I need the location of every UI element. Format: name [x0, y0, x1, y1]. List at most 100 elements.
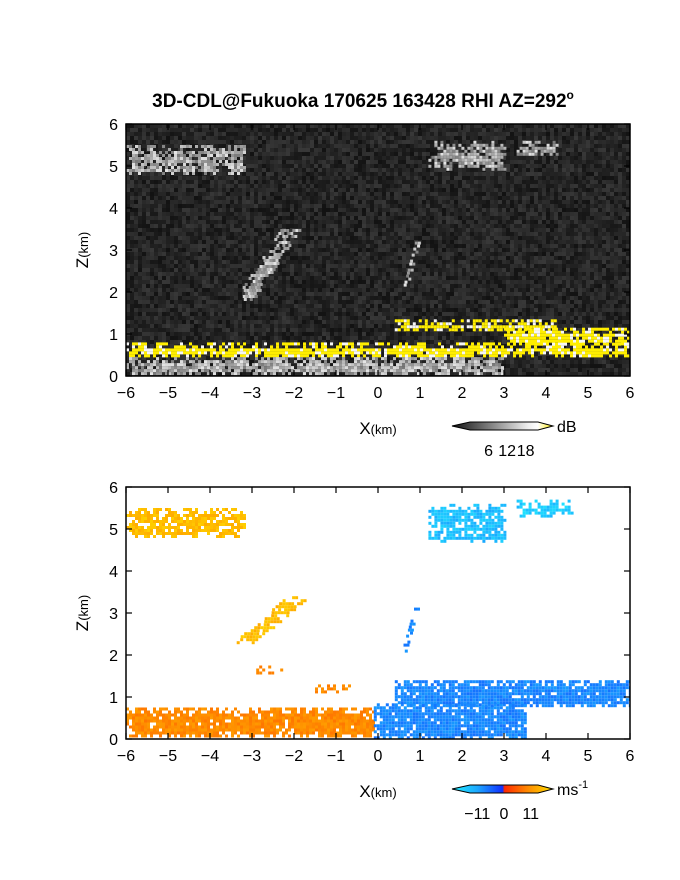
reflectivity-echoes	[126, 124, 630, 376]
noise-pixel	[306, 244, 310, 248]
noise-pixel	[446, 160, 450, 164]
noise-pixel	[462, 204, 466, 208]
noise-pixel	[470, 232, 474, 236]
noise-pixel	[214, 280, 218, 284]
noise-pixel	[422, 124, 426, 128]
noise-pixel	[378, 164, 382, 168]
noise-pixel	[598, 184, 602, 188]
noise-pixel	[282, 160, 286, 164]
noise-pixel	[502, 220, 506, 224]
noise-pixel	[410, 136, 414, 140]
noise-pixel	[258, 188, 262, 192]
noise-pixel	[614, 248, 618, 252]
noise-pixel	[426, 240, 430, 244]
noise-pixel	[338, 132, 342, 136]
noise-pixel	[618, 244, 622, 248]
noise-pixel	[186, 240, 190, 244]
noise-pixel	[450, 272, 454, 276]
noise-pixel	[342, 192, 346, 196]
noise-pixel	[578, 212, 582, 216]
noise-pixel	[198, 188, 202, 192]
noise-pixel	[546, 260, 550, 264]
noise-pixel	[446, 232, 450, 236]
noise-pixel	[386, 184, 390, 188]
noise-pixel	[538, 204, 542, 208]
noise-pixel	[162, 224, 166, 228]
noise-pixel	[486, 232, 490, 236]
noise-pixel	[354, 164, 358, 168]
noise-pixel	[622, 200, 626, 204]
noise-pixel	[494, 188, 498, 192]
noise-pixel	[398, 232, 402, 236]
noise-pixel	[570, 184, 574, 188]
noise-pixel	[594, 244, 598, 248]
noise-pixel	[466, 252, 470, 256]
noise-pixel	[462, 272, 466, 276]
noise-pixel	[418, 152, 422, 156]
noise-pixel	[434, 224, 438, 228]
noise-pixel	[506, 264, 510, 268]
noise-pixel	[526, 216, 530, 220]
noise-pixel	[298, 132, 302, 136]
noise-pixel	[506, 140, 510, 144]
noise-pixel	[150, 124, 154, 128]
noise-pixel	[410, 188, 414, 192]
noise-pixel	[130, 192, 134, 196]
noise-pixel	[526, 188, 530, 192]
noise-pixel	[530, 256, 534, 260]
noise-pixel	[538, 208, 542, 212]
noise-pixel	[214, 252, 218, 256]
noise-pixel	[522, 192, 526, 196]
noise-pixel	[214, 200, 218, 204]
noise-pixel	[430, 232, 434, 236]
noise-pixel	[274, 204, 278, 208]
noise-pixel	[286, 164, 290, 168]
noise-pixel	[226, 272, 230, 276]
noise-pixel	[314, 148, 318, 152]
noise-pixel	[494, 236, 498, 240]
noise-pixel	[462, 192, 466, 196]
noise-pixel	[194, 224, 198, 228]
noise-pixel	[386, 264, 390, 268]
noise-pixel	[154, 204, 158, 208]
noise-pixel	[226, 280, 230, 284]
noise-pixel	[342, 280, 346, 284]
noise-pixel	[242, 200, 246, 204]
noise-pixel	[358, 244, 362, 248]
noise-pixel	[230, 188, 234, 192]
noise-pixel	[222, 124, 226, 128]
noise-pixel	[598, 140, 602, 144]
noise-pixel	[322, 272, 326, 276]
noise-pixel	[486, 128, 490, 132]
noise-pixel	[338, 216, 342, 220]
noise-pixel	[478, 212, 482, 216]
noise-pixel	[194, 148, 198, 152]
noise-pixel	[438, 272, 442, 276]
noise-pixel	[158, 200, 162, 204]
noise-pixel	[150, 136, 154, 140]
noise-pixel	[594, 224, 598, 228]
noise-pixel	[558, 256, 562, 260]
noise-pixel	[370, 248, 374, 252]
noise-pixel	[382, 228, 386, 232]
noise-pixel	[518, 176, 522, 180]
noise-pixel	[230, 220, 234, 224]
noise-pixel	[554, 248, 558, 252]
noise-pixel	[446, 268, 450, 272]
noise-pixel	[478, 132, 482, 136]
noise-pixel	[126, 232, 130, 236]
noise-pixel	[262, 132, 266, 136]
noise-pixel	[502, 156, 506, 160]
noise-pixel	[522, 240, 526, 244]
noise-pixel	[502, 144, 506, 148]
noise-pixel	[146, 228, 150, 232]
noise-pixel	[166, 208, 170, 212]
noise-pixel	[230, 252, 234, 256]
noise-pixel	[134, 136, 138, 140]
noise-pixel	[334, 176, 338, 180]
noise-pixel	[274, 200, 278, 204]
noise-pixel	[430, 152, 434, 156]
noise-pixel	[126, 264, 130, 268]
noise-pixel	[554, 176, 558, 180]
noise-pixel	[186, 208, 190, 212]
